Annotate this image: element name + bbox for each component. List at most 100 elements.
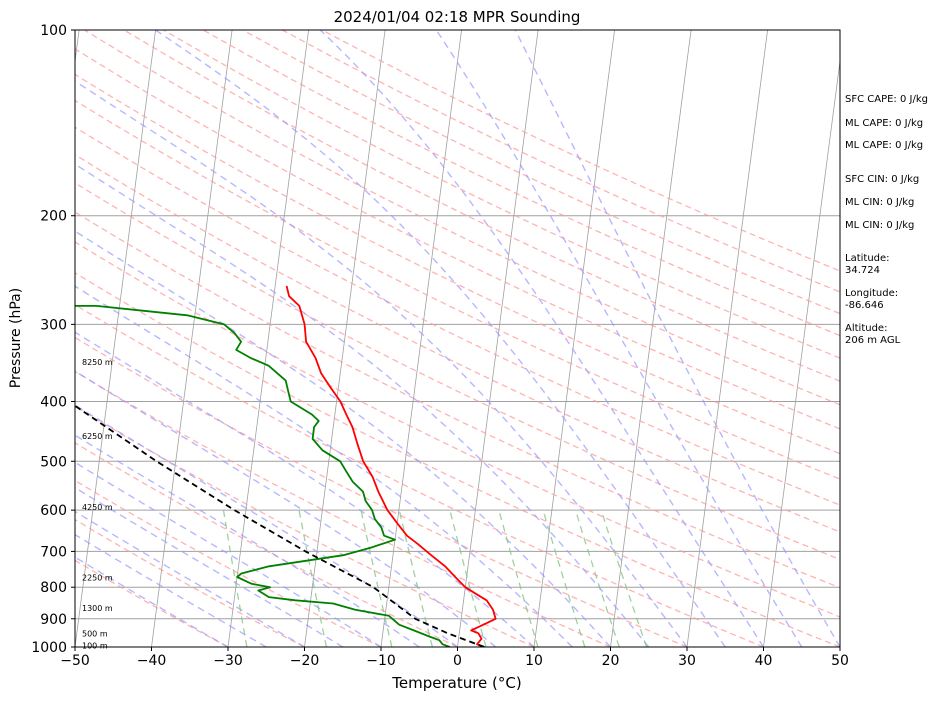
- moist-adiabat: [75, 533, 267, 647]
- location-value: 206 m AGL: [845, 335, 901, 346]
- x-tick-label: 20: [602, 653, 620, 669]
- dry-adiabat: [123, 30, 840, 382]
- parcel-profile-line: [75, 404, 485, 647]
- dry-adiabat: [75, 99, 840, 480]
- mixing-ratio-line: [298, 509, 328, 647]
- height-label: 100 m: [82, 641, 108, 650]
- x-tick-label: −30: [213, 653, 243, 669]
- y-tick-label: 100: [40, 23, 67, 39]
- y-tick-label: 700: [40, 544, 67, 560]
- moist-adiabat: [75, 510, 305, 647]
- isotherm-line: [380, 30, 462, 647]
- dry-adiabat: [75, 48, 840, 430]
- x-tick-label: −20: [290, 653, 320, 669]
- dry-adiabat: [84, 30, 840, 406]
- moist-adiabat: [155, 30, 726, 647]
- index-value: SFC CAPE: 0 J/kg: [845, 94, 928, 105]
- location-value: 34.724: [845, 265, 880, 276]
- dry-adiabat: [75, 303, 764, 647]
- series-layer: [75, 285, 497, 647]
- dry-adiabat: [75, 442, 458, 647]
- isotherm-line: [763, 58, 840, 647]
- temperature-line: [285, 285, 497, 647]
- index-value: SFC CIN: 0 J/kg: [845, 174, 919, 185]
- dry-adiabat: [163, 30, 840, 359]
- x-tick-label: 50: [831, 653, 849, 669]
- x-tick-label: 40: [755, 653, 773, 669]
- y-tick-label: 600: [40, 503, 67, 519]
- moist-adiabat: [319, 30, 765, 647]
- dry-adiabat: [75, 559, 229, 647]
- moist-adiabat: [75, 370, 497, 647]
- isotherm-line: [0, 30, 3, 647]
- moist-adiabat: [435, 30, 803, 647]
- dry-adiabat: [282, 30, 840, 293]
- isotherm-line: [304, 30, 386, 647]
- height-label: 6250 m: [82, 432, 113, 441]
- moist-adiabat: [514, 30, 840, 647]
- isotherm-line: [457, 30, 539, 647]
- y-axis: 100 200 300 400 500 600 700 800 900 1000: [31, 23, 75, 656]
- y-tick-label: 1000: [31, 640, 67, 656]
- index-value: ML CIN: 0 J/kg: [845, 197, 914, 208]
- height-label: 8250 m: [82, 358, 113, 367]
- x-axis: −50 −40 −30 −20 −10 0 10 20 30 40 50: [60, 647, 849, 669]
- x-tick-label: −40: [137, 653, 167, 669]
- y-tick-label: 800: [40, 580, 67, 596]
- height-labels: 100 m 500 m 1300 m 2250 m 4250 m 6250 m 8250 m: [82, 358, 113, 651]
- y-tick-label: 300: [40, 317, 67, 333]
- isotherm-line: [227, 30, 309, 647]
- moist-adiabat: [75, 434, 420, 647]
- moist-adiabat: [75, 331, 535, 647]
- x-tick-label: 30: [678, 653, 696, 669]
- isotherm-line: [533, 30, 615, 647]
- dry-adiabat: [75, 211, 840, 589]
- x-axis-label: Temperature (°C): [391, 674, 521, 692]
- index-value: ML CAPE: 0 J/kg: [845, 118, 923, 129]
- isotherm-line: [151, 30, 233, 647]
- dry-adiabat: [75, 126, 840, 506]
- moist-adiabat: [75, 285, 573, 647]
- mixing-ratio-line: [542, 509, 586, 647]
- moist-adiabat: [75, 80, 688, 647]
- dewpoint-line: [75, 304, 451, 647]
- y-tick-label: 400: [40, 394, 67, 410]
- background-lines: [0, 30, 840, 647]
- dry-adiabat: [202, 30, 840, 337]
- location-label: Altitude:: [845, 323, 887, 334]
- x-tick-label: −10: [366, 653, 396, 669]
- dry-adiabat: [75, 153, 840, 533]
- mixing-ratio-line: [600, 509, 648, 647]
- mixing-ratio-line: [398, 509, 434, 647]
- dry-adiabat: [75, 518, 305, 647]
- moist-adiabat: [75, 404, 458, 647]
- plot-frame: [74, 29, 841, 648]
- moist-adiabat: [75, 486, 344, 647]
- location-label: Latitude:: [845, 253, 890, 264]
- index-value: ML CAPE: 0 J/kg: [845, 140, 923, 151]
- isotherm-line: [75, 30, 156, 647]
- dry-adiabat: [75, 241, 840, 618]
- dry-adiabat: [75, 182, 840, 561]
- x-tick-label: −50: [60, 653, 90, 669]
- y-tick-label: 200: [40, 209, 67, 225]
- y-tick-label: 500: [40, 454, 67, 470]
- info-panel: SFC CAPE: 0 J/kg ML CAPE: 0 J/kg ML CAPE: …: [845, 94, 928, 346]
- x-tick-label: 0: [453, 653, 462, 669]
- y-tick-label: 900: [40, 612, 67, 628]
- y-axis-label: Pressure (hPa): [8, 288, 24, 388]
- dry-adiabat: [75, 272, 840, 647]
- chart-title: 2024/01/04 02:18 MPR Sounding: [334, 8, 581, 26]
- mixing-ratio-line: [498, 509, 539, 647]
- height-label: 500 m: [82, 629, 108, 638]
- x-tick-label: 10: [525, 653, 543, 669]
- height-label: 1300 m: [82, 604, 113, 613]
- height-label: 2250 m: [82, 574, 113, 583]
- location-label: Longitude:: [845, 288, 898, 299]
- mixing-ratio-line: [449, 509, 487, 647]
- dry-adiabat: [75, 370, 611, 647]
- isotherm-line: [686, 30, 768, 647]
- mixing-ratio-line: [574, 509, 620, 647]
